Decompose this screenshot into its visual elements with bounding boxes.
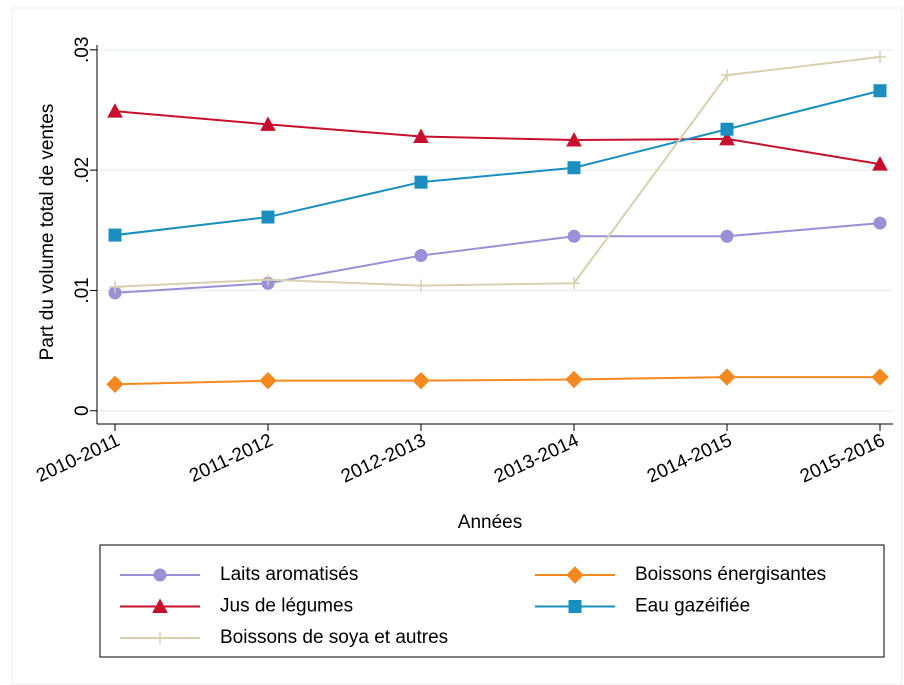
data-point: [414, 249, 428, 263]
data-point: [260, 116, 276, 131]
data-point: [720, 122, 734, 136]
legend-label: Boissons de soya et autres: [220, 627, 448, 648]
legend-marker: [154, 632, 166, 644]
data-point: [568, 277, 580, 290]
legend-label: Eau gazéifiée: [635, 596, 750, 617]
data-point: [413, 128, 429, 143]
data-point: [874, 51, 886, 64]
legend-label: Boissons énergisantes: [635, 564, 826, 585]
data-point: [259, 371, 277, 390]
data-point: [567, 229, 581, 243]
data-point: [415, 279, 427, 292]
data-point: [873, 216, 887, 230]
data-point: [412, 371, 430, 390]
series-line: [114, 89, 881, 237]
legend-marker: [152, 598, 168, 613]
legend-label: Jus de légumes: [220, 596, 353, 617]
data-point: [719, 130, 735, 146]
legend-box: [99, 544, 885, 658]
data-point: [109, 280, 121, 293]
y-tick-label: .02: [72, 157, 93, 183]
data-point: [565, 370, 583, 389]
data-point: [871, 368, 889, 386]
legend-marker: [153, 568, 167, 582]
legend-marker: [568, 600, 582, 613]
y-tick-label: .01: [72, 277, 93, 303]
data-point: [721, 69, 733, 82]
data-point: [873, 84, 887, 98]
data-point: [107, 103, 123, 118]
data-point: [566, 131, 582, 147]
series-line: [114, 376, 880, 386]
data-point: [262, 273, 274, 286]
series-line: [114, 110, 881, 166]
data-point: [567, 161, 581, 175]
series-line: [114, 222, 881, 294]
data-point: [718, 368, 736, 386]
series-line: [114, 56, 881, 288]
data-point: [872, 156, 888, 171]
y-tick-label: .03: [72, 37, 93, 63]
data-point: [720, 229, 734, 243]
legend-marker: [566, 566, 584, 584]
legend-label: Laits aromatisés: [220, 564, 358, 585]
x-axis-title: Années: [458, 512, 522, 533]
data-point: [414, 175, 428, 189]
y-tick-label: 0: [72, 405, 93, 416]
data-point: [108, 228, 122, 242]
y-axis-title: Part du volume total de ventes: [37, 104, 58, 361]
data-point: [261, 210, 275, 224]
data-point: [106, 375, 124, 394]
